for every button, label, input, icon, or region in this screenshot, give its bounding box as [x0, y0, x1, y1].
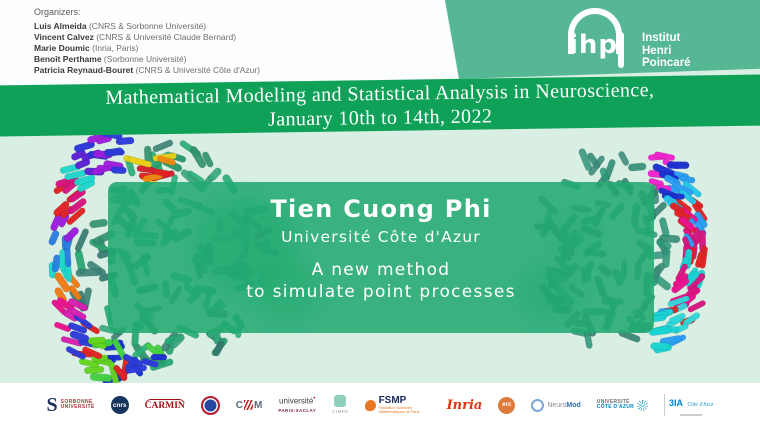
cimpa-tree-icon: [334, 395, 347, 408]
speaker-affiliation: Université Côte d'Azur: [281, 228, 481, 246]
organizers-heading: Organizers:: [34, 7, 81, 17]
logo-universite-paris-saclay: université• PARIS-SACLAY: [278, 396, 317, 414]
organizer-entry: Patricia Reynaud-Bouret (CNRS & Universi…: [34, 65, 260, 76]
organizer-affiliation: (Inria, Paris): [92, 43, 139, 53]
logo-cimpa: CIMPA: [332, 395, 348, 415]
logo-sorbonne-universite: S SORBONNE UNIVERSITÉ: [46, 393, 95, 416]
ihp-wordmark: Institut Henri Poincaré: [642, 32, 691, 69]
organizer-name: Luis Almeida: [34, 21, 87, 31]
sorbonne-s-icon: S: [46, 393, 58, 416]
organizer-affiliation: (Sorbonne Université): [103, 54, 187, 64]
top-white-band: [0, 0, 460, 86]
organizer-name: Benoît Perthame: [34, 54, 102, 64]
organizer-name: Marie Doumic: [34, 43, 90, 53]
logo-circular-emblem: [200, 395, 220, 415]
logo-3ia-cote-dazur: 3IA Côte d'Azur: [664, 393, 713, 417]
organizer-entry: Benoît Perthame (Sorbonne Université): [34, 54, 260, 65]
speaker-name: Tien Cuong Phi: [270, 195, 492, 223]
cirm-hatch-icon: [243, 400, 253, 410]
speaker-card: Tien Cuong Phi Université Côte d'Azur A …: [108, 182, 654, 333]
organizer-affiliation: (CNRS & Université Claude Bernard): [96, 32, 237, 42]
organizer-entry: Marie Doumic (Inria, Paris): [34, 43, 260, 54]
logo-carmin: CARMIN: [144, 399, 185, 411]
organizers-list: Organizers: Luis Almeida (CNRS & Sorbonn…: [34, 7, 260, 76]
logo-inria: Inria: [446, 397, 483, 413]
ihp-acronym: ihp: [569, 30, 619, 60]
organizer-name: Vincent Calvez: [34, 32, 94, 42]
uca-star-icon: [637, 399, 649, 411]
ihp-arch-icon: ihp: [566, 6, 632, 72]
sponsor-logo-bar: S SORBONNE UNIVERSITÉ cnrs CARMIN C M un…: [0, 383, 760, 427]
organizer-name: Patricia Reynaud-Bouret: [34, 65, 134, 75]
logo-fsmp: FSMP Fondation Sciences Mathématiques de…: [364, 395, 431, 414]
logo-cirm: C M: [235, 399, 263, 411]
logo-erc: erc: [498, 396, 516, 414]
logo-cnrs: cnrs: [110, 396, 129, 414]
organizer-affiliation: (CNRS & Sorbonne Université): [88, 21, 207, 31]
neuromod-circle-icon: [531, 398, 545, 412]
organizer-affiliation: (CNRS & Université Côte d'Azur): [135, 65, 261, 75]
organizer-entry: Vincent Calvez (CNRS & Université Claude…: [34, 32, 260, 43]
cnrs-disc-icon: cnrs: [110, 396, 129, 414]
talk-title: A new method to simulate point processes: [246, 260, 516, 302]
erc-disc-icon: erc: [498, 396, 516, 414]
ihp-logo: ihp Institut Henri Poincaré: [566, 6, 691, 72]
logo-neuromod: NeuroMod: [531, 398, 581, 412]
emblem-icon: [200, 395, 220, 415]
fsmp-head-icon: [364, 399, 376, 411]
organizer-entry: Luis Almeida (CNRS & Sorbonne Université…: [34, 21, 260, 32]
logo-universite-cote-dazur: UNIVERSITÉ CÔTE D'AZUR: [597, 399, 649, 411]
3ia-tagline-bar: [680, 414, 703, 417]
